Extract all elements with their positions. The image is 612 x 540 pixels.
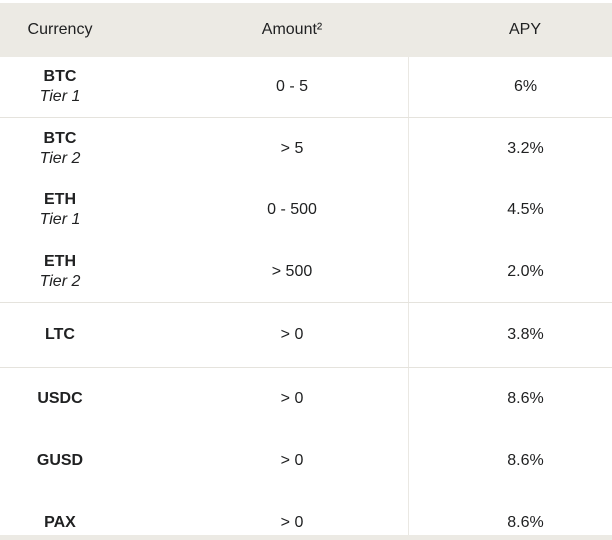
column-header-currency: Currency [27, 21, 93, 38]
currency-label: ETH [44, 252, 76, 270]
amount-value: > 0 [280, 452, 304, 469]
table-row-btc-tier2: BTC Tier 2 > 5 3.2% [0, 118, 612, 179]
apy-value: 3.2% [408, 118, 612, 179]
apy-value: 8.6% [408, 430, 612, 492]
apy-value: 2.0% [408, 241, 612, 302]
currency-cell: LTC [0, 303, 120, 367]
table-row-gusd: GUSD > 0 8.6% [0, 430, 612, 492]
amount-value: > 500 [271, 262, 313, 280]
currency-label: ETH [44, 191, 76, 208]
currency-label: USDC [37, 390, 83, 407]
currency-label: BTC [43, 129, 77, 147]
currency-cell: ETH Tier 1 [0, 179, 120, 241]
table-row-usdc: USDC > 0 8.6% [0, 368, 612, 430]
amount-value: > 0 [280, 390, 304, 407]
tier-label: Tier 2 [39, 149, 81, 167]
top-margin [0, 0, 612, 3]
table-row-eth-tier2: ETH Tier 2 > 500 2.0% [0, 241, 612, 303]
currency-cell: USDC [0, 368, 120, 430]
amount-value: > 0 [280, 326, 304, 343]
column-header-amount: Amount² [261, 21, 323, 38]
apy-value: 4.5% [408, 179, 612, 241]
table-row-pax: PAX > 0 8.6% [0, 492, 612, 540]
amount-value: 0 - 5 [275, 78, 308, 95]
tier-label: Tier 2 [39, 272, 81, 290]
table-row-btc-tier1: BTC Tier 1 0 - 5 6% [0, 57, 612, 118]
amount-value: 0 - 500 [267, 201, 317, 218]
currency-label: PAX [44, 514, 76, 531]
apy-value: 8.6% [408, 492, 612, 540]
apy-value: 8.6% [408, 368, 612, 430]
table-row-ltc: LTC > 0 3.8% [0, 303, 612, 368]
next-section-edge [0, 535, 612, 540]
currency-cell: ETH Tier 2 [0, 241, 120, 302]
amount-value: > 5 [280, 139, 304, 157]
currency-cell: BTC Tier 2 [0, 118, 120, 179]
currency-label: BTC [43, 68, 77, 85]
table-header: Currency Amount² APY [0, 3, 612, 57]
apy-value: 6% [408, 57, 612, 117]
currency-label: GUSD [36, 452, 84, 469]
amount-value: > 0 [280, 514, 304, 531]
currency-cell: PAX [0, 492, 120, 540]
currency-cell: GUSD [0, 430, 120, 492]
apy-value: 3.8% [408, 303, 612, 367]
tier-label: Tier 1 [39, 88, 81, 105]
currency-cell: BTC Tier 1 [0, 57, 120, 117]
table-row-eth-tier1: ETH Tier 1 0 - 500 4.5% [0, 179, 612, 241]
currency-label: LTC [45, 326, 75, 343]
tier-label: Tier 1 [39, 211, 81, 228]
column-header-apy: APY [508, 21, 541, 38]
